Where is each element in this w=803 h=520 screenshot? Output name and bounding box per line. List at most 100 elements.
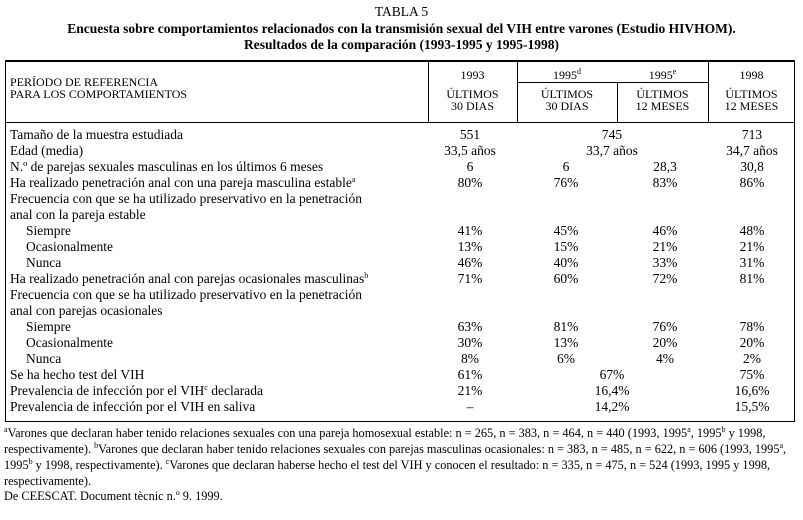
column-year: 1995e — [617, 68, 708, 82]
superscript: a — [779, 441, 784, 450]
year: 1993 — [460, 68, 485, 82]
row-label: Se ha hecho test del VIH — [10, 367, 144, 383]
row-label: Frecuencia con que se ha utilizado prese… — [10, 191, 362, 223]
table-number: TABLA 5 — [374, 4, 429, 19]
column-period: ÚLTIMOS 12 MESES — [724, 87, 779, 113]
cell-value: 41% — [457, 223, 483, 238]
cell-value: 21% — [457, 383, 483, 398]
superscript: b — [364, 271, 369, 280]
label-text: Prevalencia de infección por el VIH en s… — [10, 399, 256, 414]
cell-value: 713 — [741, 127, 763, 142]
cell-value: 20% — [739, 335, 765, 350]
header-label: PERÍODO DE REFERENCIA PARA LOS COMPORTAM… — [10, 75, 188, 101]
table-frame — [5, 60, 795, 422]
cell-value: 60% — [553, 271, 579, 286]
label-text: Ocasionalmente — [26, 239, 113, 254]
label-text: Nunca — [26, 351, 62, 366]
footnote-text: , 1995 — [690, 426, 722, 440]
superscript: d — [577, 67, 581, 76]
superscript: b — [28, 457, 33, 466]
cell-value: 551 — [459, 127, 481, 142]
cell-value: 13% — [457, 239, 483, 254]
cell-value: 6 — [562, 159, 570, 174]
cell-value: 31% — [739, 255, 765, 270]
cell-value: 28,3 — [653, 159, 677, 174]
title-line: Resultados de la comparación (1993-1995 … — [244, 37, 559, 52]
footnote-text: , 1995 — [4, 442, 787, 472]
row-label: Ha realizado penetración anal con una pa… — [10, 175, 355, 191]
label-text: Nunca — [26, 255, 62, 270]
cell-value: 8% — [461, 351, 479, 366]
row-label: Ocasionalmente — [26, 239, 113, 255]
year: 1998 — [739, 68, 764, 82]
cell-value: 61% — [457, 367, 483, 382]
cell-value: 40% — [553, 255, 579, 270]
cell-value: 46% — [652, 223, 678, 238]
cell-value: 15% — [553, 239, 579, 254]
cell-value: – — [466, 399, 474, 414]
superscript: c — [165, 457, 170, 466]
label-text: Frecuencia con que se ha utilizado prese… — [10, 191, 362, 222]
label-text: declarada — [207, 383, 263, 398]
cell-value: 33,5 años — [444, 143, 496, 158]
label-text: Ha realizado penetración anal con una pa… — [10, 175, 352, 190]
cell-value: 745 — [601, 127, 623, 142]
footnote-text: Varones que declaran haber tenido relaci… — [98, 442, 780, 456]
label-text: Siempre — [26, 223, 71, 238]
label-text: Se ha hecho test del VIH — [10, 367, 145, 382]
label-text: Edad (media) — [10, 143, 84, 158]
label-text: Prevalencia de infección por el VIH — [10, 383, 205, 398]
column-period: ÚLTIMOS 12 MESES — [635, 87, 690, 113]
column-rule — [708, 61, 709, 123]
cell-value: 83% — [652, 175, 678, 190]
cell-value: 21% — [739, 239, 765, 254]
cell-value: 63% — [457, 319, 483, 334]
row-label: Tamaño de la muestra estudiada — [10, 127, 183, 143]
year: 1995 — [553, 68, 577, 82]
cell-value: 45% — [553, 223, 579, 238]
cell-value: 71% — [457, 271, 483, 286]
row-label: Nunca — [26, 351, 61, 367]
column-year: 1995d — [517, 67, 617, 82]
cell-value: 76% — [652, 319, 678, 334]
row-label: Frecuencia con que se ha utilizado prese… — [10, 287, 362, 319]
cell-value: 81% — [553, 319, 579, 334]
cell-value: 13% — [553, 335, 579, 350]
cell-value: 75% — [739, 367, 765, 382]
label-text: Tamaño de la muestra estudiada — [10, 127, 183, 142]
label-text: Ha realizado penetración anal con pareja… — [10, 271, 365, 286]
row-label: Prevalencia de infección por el VIH en s… — [10, 399, 255, 415]
row-label: Ocasionalmente — [26, 335, 113, 351]
cell-value: 34,7 años — [726, 143, 778, 158]
cell-value: 2% — [743, 351, 761, 366]
cell-value: 30% — [457, 335, 483, 350]
cell-value: 80% — [457, 175, 483, 190]
column-rule — [517, 61, 518, 123]
cell-value: 14,2% — [594, 399, 630, 414]
footnote-text: y 1998, respectivamente). — [4, 426, 766, 456]
row-label: Siempre — [26, 319, 71, 335]
row-label: Siempre — [26, 223, 71, 239]
superscript: a — [687, 425, 691, 434]
superscript: a — [4, 425, 8, 434]
cell-value: 16,6% — [734, 383, 770, 398]
cell-value: 4% — [656, 351, 674, 366]
cell-value: 76% — [553, 175, 579, 190]
row-label: N.º de parejas sexuales masculinas en lo… — [10, 159, 323, 175]
row-label: Edad (media) — [10, 143, 83, 159]
superscript: c — [204, 383, 208, 392]
label-text: Frecuencia con que se ha utilizado prese… — [10, 287, 362, 318]
column-rule — [428, 61, 429, 123]
cell-value: 6 — [466, 159, 474, 174]
column-year: 1998 — [708, 69, 795, 81]
cell-value: 78% — [739, 319, 765, 334]
cell-value: 33% — [652, 255, 678, 270]
cell-value: 46% — [457, 255, 483, 270]
header-rule — [5, 122, 795, 123]
label-text: Siempre — [26, 319, 71, 334]
label-text: Ocasionalmente — [26, 335, 113, 350]
cell-value: 15,5% — [734, 399, 770, 414]
cell-value: 81% — [739, 271, 765, 286]
cell-value: 72% — [652, 271, 678, 286]
cell-value: 48% — [739, 223, 765, 238]
